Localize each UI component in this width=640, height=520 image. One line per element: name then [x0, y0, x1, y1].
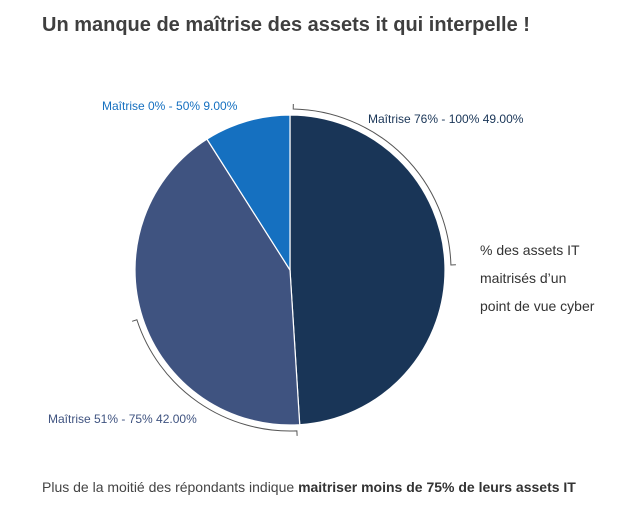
pie-chart: Maîtrise 76% - 100% 49.00% Maîtrise 51% -…: [48, 99, 524, 436]
slice-label-1: Maîtrise 51% - 75% 42.00%: [48, 412, 197, 426]
pie-slice-2: [206, 114, 291, 273]
pie-slice-1: [134, 138, 301, 426]
chart-title: Un manque de maîtrise des assets it qui …: [42, 14, 530, 36]
footer-text: Plus de la moitié des répondants indique: [42, 479, 299, 495]
legend-line-3: point de vue cyber: [480, 298, 595, 314]
legend-line-2: maitrisés d’un: [480, 270, 567, 286]
slice-bracket-0: [292, 104, 456, 266]
footer-bold-text: maitriser moins de 75% de leurs assets I…: [298, 479, 576, 495]
slice-label-2: Maîtrise 0% - 50% 9.00%: [102, 99, 238, 113]
legend-line-1: % des assets IT: [480, 242, 580, 258]
footer-caption: Plus de la moitié des répondants indique…: [42, 479, 576, 495]
slice-bracket-1: [131, 319, 298, 436]
slice-label-0: Maîtrise 76% - 100% 49.00%: [368, 112, 524, 126]
pie-slice-0: [289, 114, 446, 426]
